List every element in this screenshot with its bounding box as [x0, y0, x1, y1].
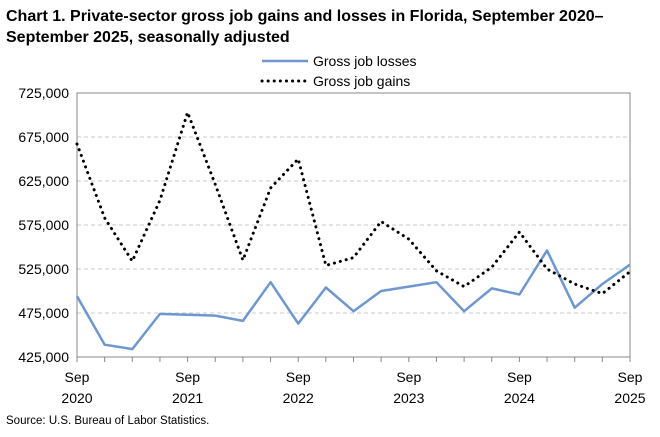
- source-note: Source: U.S. Bureau of Labor Statistics.: [6, 415, 210, 427]
- series-lines: [75, 110, 632, 351]
- axes: 725,000 675,000 625,000 575,000 525,000 475,0…: [18, 85, 645, 406]
- x-tick-label-year: 2025: [614, 390, 645, 406]
- x-tick-label-month: Sep: [286, 369, 311, 385]
- x-tick-label-year: 2024: [504, 390, 535, 406]
- gridlines: [77, 136, 630, 314]
- x-tick-label-month: Sep: [175, 369, 200, 385]
- y-tick-label: 675,000: [18, 129, 69, 145]
- x-tick-label-year: 2021: [172, 390, 203, 406]
- x-tick-label-year: 2020: [61, 390, 92, 406]
- y-tick-label: 725,000: [18, 85, 69, 101]
- x-tick-label-month: Sep: [396, 369, 421, 385]
- y-tick-label: 425,000: [18, 349, 69, 365]
- x-tick-label-month: Sep: [618, 369, 643, 385]
- x-tick-label-month: Sep: [65, 369, 90, 385]
- legend-label: Gross job losses: [313, 53, 416, 69]
- y-tick-label: 525,000: [18, 261, 69, 277]
- legend: Gross job losses Gross job gains: [260, 53, 416, 89]
- chart-title: Chart 1. Private-sector gross job gains …: [6, 8, 604, 46]
- y-tick-label: 575,000: [18, 217, 69, 233]
- legend-label: Gross job gains: [313, 73, 410, 89]
- x-tick-label-month: Sep: [507, 369, 532, 385]
- y-tick-label: 625,000: [18, 173, 69, 189]
- y-tick-label: 475,000: [18, 305, 69, 321]
- series-line-gross-job-gains: [75, 110, 632, 296]
- x-tick-label-year: 2022: [283, 390, 314, 406]
- series-line-gross-job-losses: [75, 249, 631, 351]
- x-tick-label-year: 2023: [393, 390, 424, 406]
